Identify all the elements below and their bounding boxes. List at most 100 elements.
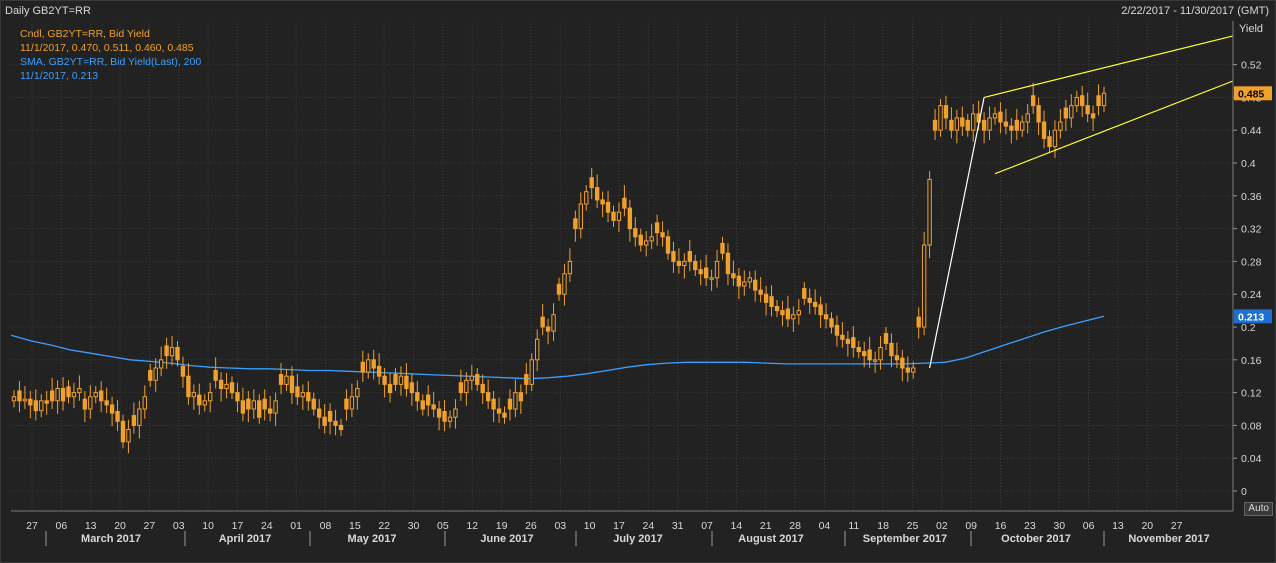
candle-body xyxy=(605,201,611,213)
candle-body xyxy=(965,119,970,131)
candle-body xyxy=(28,398,33,406)
candle-body xyxy=(791,314,796,320)
candle xyxy=(257,394,262,424)
candle xyxy=(1069,94,1074,128)
candle-body xyxy=(1090,113,1096,119)
candle xyxy=(644,231,649,257)
candle-body xyxy=(818,304,823,316)
candle xyxy=(208,382,213,413)
candle xyxy=(769,285,774,317)
candle-body xyxy=(77,388,82,394)
candle xyxy=(600,191,605,218)
candle-body xyxy=(1085,105,1090,115)
x-day-label: 01 xyxy=(290,520,302,532)
grid xyxy=(11,21,1233,511)
candle xyxy=(693,254,698,277)
candle-body xyxy=(447,416,453,422)
candle xyxy=(131,402,137,434)
x-day-label: 11 xyxy=(848,520,859,532)
candle xyxy=(142,385,147,419)
candle xyxy=(540,304,545,336)
candle xyxy=(475,368,480,391)
candle xyxy=(965,113,970,137)
candle-body xyxy=(556,283,562,295)
candle-body xyxy=(240,400,246,414)
candle xyxy=(731,260,736,286)
last-close-flag: 0.485 xyxy=(1234,86,1272,101)
candle xyxy=(698,259,703,286)
x-day-label: 17 xyxy=(232,520,244,532)
candle-body xyxy=(415,392,420,402)
candle xyxy=(725,243,731,286)
candle xyxy=(311,392,316,416)
x-day-label: 26 xyxy=(525,520,537,532)
candle xyxy=(126,419,131,454)
candle xyxy=(60,377,66,411)
candle xyxy=(82,390,88,423)
candle-body xyxy=(442,410,447,422)
candle-body xyxy=(758,289,763,295)
x-month-label: November 2017 xyxy=(1128,533,1209,545)
candle-body xyxy=(578,203,583,230)
candle xyxy=(360,350,365,382)
candle xyxy=(447,410,453,428)
candle xyxy=(88,385,93,419)
candle xyxy=(235,382,240,413)
candle-body xyxy=(420,400,425,410)
y-tick-label: 0 xyxy=(1241,486,1247,498)
legend-candle-values: 11/1/2017, 0.470, 0.511, 0.460, 0.485 xyxy=(20,42,194,54)
candle xyxy=(753,270,758,302)
candle-body xyxy=(960,117,965,127)
candle xyxy=(676,248,682,274)
x-day-label: 06 xyxy=(1083,520,1095,532)
candle-body xyxy=(164,345,169,357)
candle-body xyxy=(883,333,889,344)
candle xyxy=(376,353,382,385)
auto-scale-button[interactable]: Auto xyxy=(1244,502,1273,516)
candle xyxy=(1047,130,1052,154)
candle xyxy=(627,199,633,242)
candle xyxy=(355,380,360,410)
candle xyxy=(774,299,780,318)
candle xyxy=(164,337,169,369)
candle-body xyxy=(900,357,905,369)
candle-body xyxy=(306,392,311,402)
candle-body xyxy=(611,211,616,221)
candle xyxy=(180,356,186,388)
candle xyxy=(900,349,905,382)
candle-body xyxy=(780,310,785,316)
y-tick-label: 0.52 xyxy=(1241,60,1262,72)
candle-body xyxy=(654,222,660,234)
sma-line xyxy=(10,315,1105,380)
candle xyxy=(338,418,344,437)
candle xyxy=(758,276,763,303)
candle xyxy=(736,267,742,300)
candle xyxy=(747,271,752,289)
candle xyxy=(218,372,224,402)
candle xyxy=(872,351,878,373)
x-day-label: 10 xyxy=(584,520,596,532)
x-day-label: 22 xyxy=(378,520,390,532)
candle-body xyxy=(17,390,22,402)
candle-body xyxy=(360,361,365,373)
candle xyxy=(77,375,82,401)
candle-body xyxy=(398,375,404,385)
candle-body xyxy=(1030,95,1036,107)
candle-body xyxy=(594,187,600,201)
candle xyxy=(366,353,371,379)
candle xyxy=(791,306,796,332)
candle xyxy=(867,336,872,368)
candle xyxy=(802,281,807,305)
candle-body xyxy=(507,398,513,410)
candle-body xyxy=(1014,119,1019,131)
candle-body xyxy=(693,260,698,271)
candle xyxy=(714,249,720,288)
sma-last-flag: 0.213 xyxy=(1234,309,1272,324)
chart-title: Daily GB2YT=RR xyxy=(5,5,91,17)
candle-body xyxy=(1047,136,1052,148)
candle xyxy=(158,346,164,377)
candle-body xyxy=(633,228,638,238)
x-day-label: 30 xyxy=(408,520,420,532)
candle xyxy=(1101,86,1107,113)
